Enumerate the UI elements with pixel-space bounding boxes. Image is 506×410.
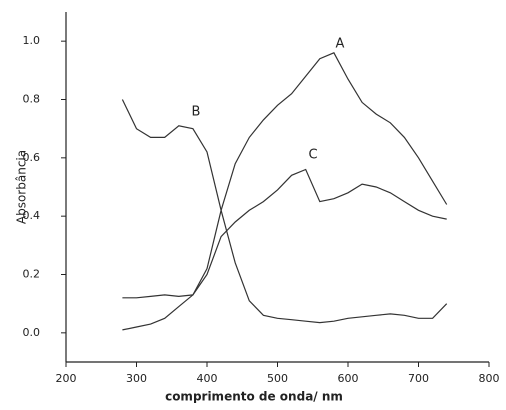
line-series	[121, 99, 448, 324]
x-axis-label: comprimento de onda/ nm	[165, 390, 343, 404]
line-series	[122, 52, 448, 331]
y-tick-label: 0.6	[23, 151, 41, 164]
x-tick-label: 300	[126, 372, 147, 385]
y-tick-label: 0.0	[23, 326, 41, 339]
y-tick-label: 0.4	[23, 209, 41, 222]
y-tick-label: 1.0	[23, 34, 41, 47]
series-label: B	[192, 105, 201, 120]
x-tick-label: 500	[267, 372, 288, 385]
x-tick-label: 700	[408, 372, 429, 385]
series-label: A	[336, 37, 345, 52]
y-tick-label: 0.8	[23, 93, 41, 106]
y-axis-label: Absorbância	[15, 150, 29, 224]
x-tick-label: 600	[338, 372, 359, 385]
y-tick-label: 0.2	[23, 268, 41, 281]
line-series	[122, 168, 447, 299]
x-tick-label: 400	[197, 372, 218, 385]
x-tick-label: 800	[479, 372, 500, 385]
series-label: C	[308, 148, 317, 163]
x-tick-label: 200	[56, 372, 77, 385]
